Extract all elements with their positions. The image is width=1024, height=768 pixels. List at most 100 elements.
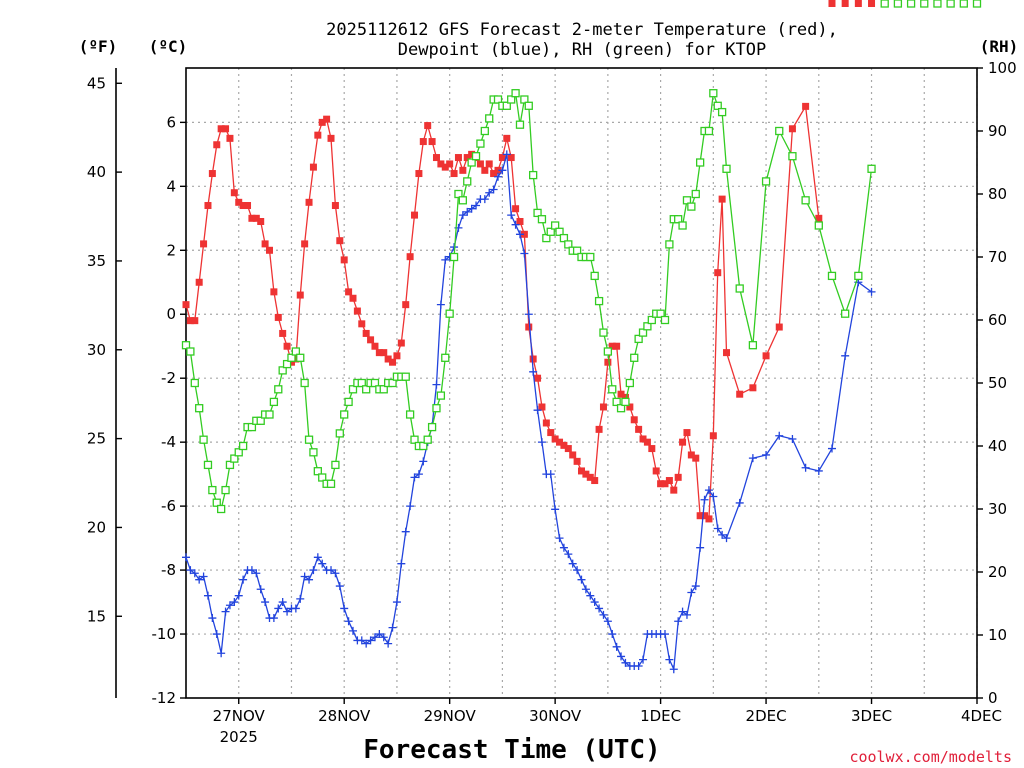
temperature-point	[208, 170, 216, 178]
dewpoint-point	[309, 566, 318, 575]
dewpoint-point	[348, 626, 357, 635]
temperature-point	[428, 138, 436, 146]
temperature-point	[454, 154, 462, 162]
credit-link[interactable]: coolwx.com/modelts	[849, 748, 1012, 766]
rh-tick-label: 20	[988, 563, 1007, 581]
relative-humidity-point	[502, 101, 511, 110]
dewpoint-point	[814, 466, 823, 475]
relative-humidity-point	[630, 353, 639, 362]
temperature-point	[402, 301, 410, 309]
temperature-point	[222, 125, 230, 133]
dewpoint-point	[524, 310, 533, 319]
relative-humidity-point	[533, 208, 542, 218]
fahrenheit-tick-label: 35	[87, 252, 106, 270]
temperature-point	[560, 441, 568, 449]
dewpoint-point	[318, 559, 327, 568]
dewpoint-point	[414, 470, 423, 479]
temperature-point	[723, 349, 731, 357]
relative-humidity-point	[208, 485, 217, 495]
relative-humidity-point	[300, 378, 309, 388]
relative-humidity-point	[529, 170, 538, 180]
temperature-point	[182, 301, 190, 309]
dewpoint-point	[608, 630, 617, 639]
relative-humidity-point	[594, 296, 604, 306]
temperature-point	[226, 134, 234, 142]
dewpoint-point	[463, 207, 472, 216]
celsius-tick-label: -4	[161, 433, 176, 451]
dewpoint-point	[511, 220, 520, 229]
rh-tick-label: 60	[988, 311, 1007, 329]
relative-humidity-point	[199, 435, 208, 444]
relative-humidity-point	[401, 372, 410, 381]
relative-humidity-point	[722, 164, 731, 173]
celsius-tick-label: -2	[161, 369, 176, 387]
temperature-point	[714, 269, 722, 277]
temperature-point	[450, 170, 458, 178]
temperature-point	[516, 218, 524, 226]
temperature-point	[604, 358, 612, 366]
dewpoint-point	[327, 566, 336, 575]
temperature-point	[635, 425, 643, 433]
relative-humidity-point	[906, 0, 916, 8]
temperature-point	[503, 134, 511, 142]
dewpoint-point	[384, 639, 393, 648]
temperature-point	[709, 432, 717, 440]
temperature-point	[608, 342, 616, 350]
temperature-point	[802, 102, 810, 110]
relative-humidity-point	[827, 271, 837, 281]
dewpoint-point	[344, 617, 353, 626]
temperature-point	[586, 473, 594, 481]
dewpoint-point	[841, 351, 850, 360]
temperature-point	[551, 435, 559, 443]
relative-humidity-point	[550, 221, 560, 230]
relative-humidity-point	[691, 189, 700, 199]
dewpoint-point	[230, 598, 239, 607]
relative-humidity-point	[854, 271, 863, 281]
dewpoint-point	[261, 598, 270, 607]
temperature-point	[244, 202, 252, 210]
temperature-point	[314, 131, 322, 139]
dewpoint-point	[564, 550, 573, 559]
dewpoint-point	[537, 438, 546, 447]
temperature-point	[380, 349, 388, 357]
temperature-point	[679, 438, 687, 446]
relative-humidity-point	[449, 252, 459, 262]
dewpoint-point	[718, 530, 727, 539]
temperature-point	[375, 349, 383, 357]
relative-humidity-series	[181, 0, 982, 514]
temperature-point	[301, 240, 309, 248]
temperature-point	[323, 115, 331, 123]
relative-humidity-point	[304, 435, 314, 444]
temperature-point	[353, 307, 361, 315]
temperature-point	[463, 154, 471, 162]
temperature-point	[362, 329, 370, 337]
relative-humidity-point	[274, 385, 283, 394]
temperature-point	[287, 358, 295, 366]
temperature-point	[828, 0, 836, 7]
relative-humidity-point	[608, 385, 617, 394]
dewpoint-point	[278, 598, 287, 607]
relative-humidity-point	[344, 397, 353, 407]
relative-humidity-point	[234, 448, 243, 457]
relative-humidity-point	[225, 460, 235, 470]
dewpoint-point	[498, 166, 507, 175]
dewpoint-point	[520, 249, 529, 258]
temperature-point	[564, 445, 572, 453]
dewpoint-point	[256, 585, 265, 594]
dewpoint-point	[362, 639, 371, 648]
celsius-tick-label: -10	[152, 625, 177, 643]
temperature-point	[336, 237, 344, 245]
dewpoint-point	[494, 172, 503, 181]
temperature-point	[406, 253, 414, 261]
dewpoint-point	[283, 607, 292, 616]
dewpoint-point	[603, 617, 612, 626]
temperature-point	[643, 438, 651, 446]
relative-humidity-point	[515, 120, 525, 129]
celsius-tick-label: 0	[166, 305, 176, 323]
temperature-point	[670, 486, 678, 494]
relative-humidity-point	[665, 240, 674, 249]
relative-humidity-point	[704, 126, 714, 136]
temperature-point	[371, 342, 379, 350]
dewpoint-point	[291, 604, 300, 613]
